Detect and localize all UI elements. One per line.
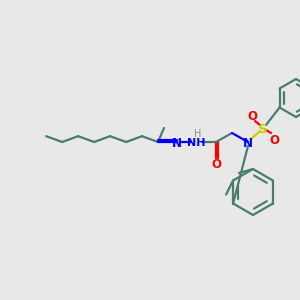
Text: S: S (258, 123, 268, 136)
Text: N: N (243, 137, 253, 150)
Text: O: O (247, 110, 257, 123)
Text: NH: NH (187, 138, 205, 148)
Text: H: H (194, 129, 202, 139)
Text: O: O (211, 158, 221, 171)
Text: O: O (269, 134, 279, 147)
Text: N: N (172, 137, 182, 150)
